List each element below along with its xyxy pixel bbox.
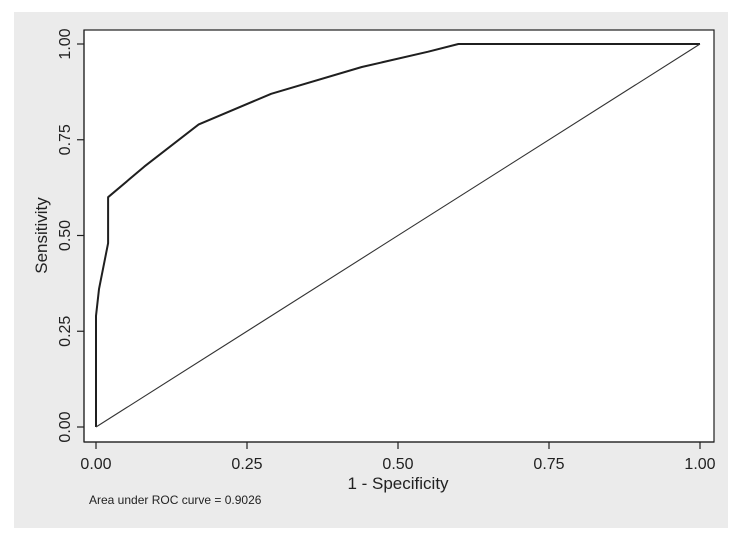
y-tick-label: 0.50: [57, 220, 74, 251]
auc-annotation: Area under ROC curve = 0.9026: [89, 493, 262, 507]
y-axis-ticks: 0.00 0.25 0.50 0.75 1.00: [57, 28, 84, 443]
x-tick-label: 0.00: [80, 456, 111, 473]
reference-line: [95, 43, 701, 428]
x-tick-label: 0.25: [231, 456, 262, 473]
x-tick-label: 1.00: [684, 456, 715, 473]
roc-chart: 0.00 0.25 0.50 0.75 1.00 0.00 0.25 0.50 0.75 1.0…: [32, 28, 716, 507]
chart-frame: 0.00 0.25 0.50 0.75 1.00 0.00 0.25 0.50 0.75 1.0…: [14, 12, 728, 528]
roc-curve: [95, 43, 700, 427]
y-tick-label: 0.00: [57, 411, 74, 442]
y-axis-title: Sensitivity: [32, 197, 51, 274]
series-group: [95, 43, 701, 428]
x-axis-ticks: 0.00 0.25 0.50 0.75 1.00: [80, 442, 716, 473]
y-tick-label: 1.00: [57, 28, 74, 59]
y-tick-label: 0.75: [57, 124, 74, 155]
plot-area: [83, 29, 715, 443]
x-tick-label: 0.50: [382, 456, 413, 473]
x-axis-title: 1 - Specificity: [347, 474, 449, 493]
x-tick-label: 0.75: [533, 456, 564, 473]
y-tick-label: 0.25: [57, 316, 74, 347]
